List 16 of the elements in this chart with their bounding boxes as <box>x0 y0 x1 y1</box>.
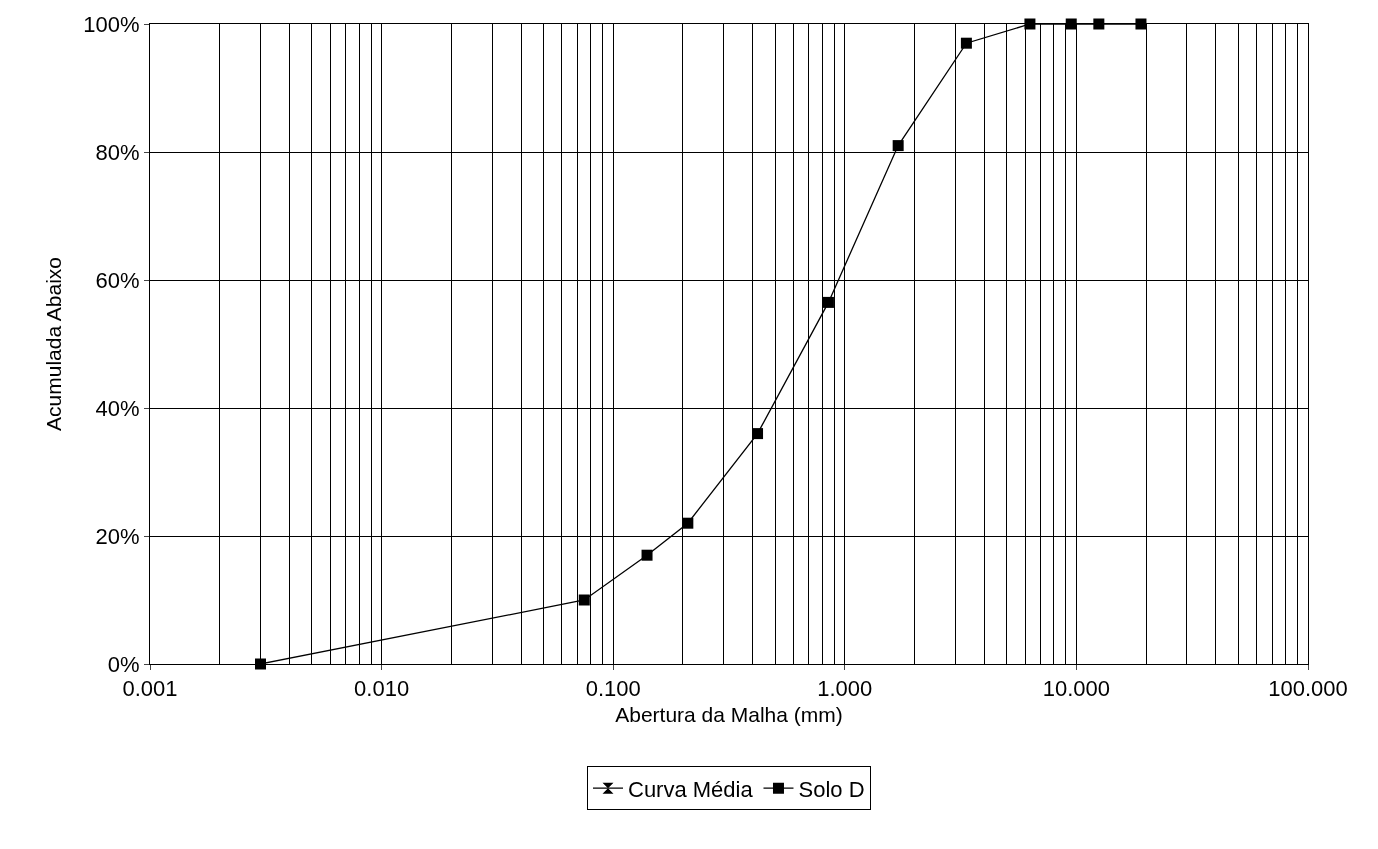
x-tick-label: 100.000 <box>1268 676 1348 702</box>
y-tick-label: 60% <box>95 267 140 293</box>
x-tick-label: 0.100 <box>585 676 641 702</box>
y-tick-label: 20% <box>95 523 140 549</box>
x-tick-label: 1.000 <box>817 676 873 702</box>
y-tick-label: 0% <box>107 651 140 677</box>
legend-label: Curva Média <box>628 776 754 802</box>
y-axis-title: Acumulada Abaixo <box>42 257 66 431</box>
x-tick-label: 0.001 <box>122 676 178 702</box>
x-tick-label: 10.000 <box>1042 676 1111 702</box>
y-tick-label: 100% <box>83 11 140 37</box>
legend-label: Solo D <box>798 776 865 802</box>
y-tick-label: 40% <box>95 395 140 421</box>
x-tick-label: 0.010 <box>354 676 410 702</box>
y-tick-label: 80% <box>95 139 140 165</box>
x-axis-title: Abertura da Malha (mm) <box>615 702 843 726</box>
